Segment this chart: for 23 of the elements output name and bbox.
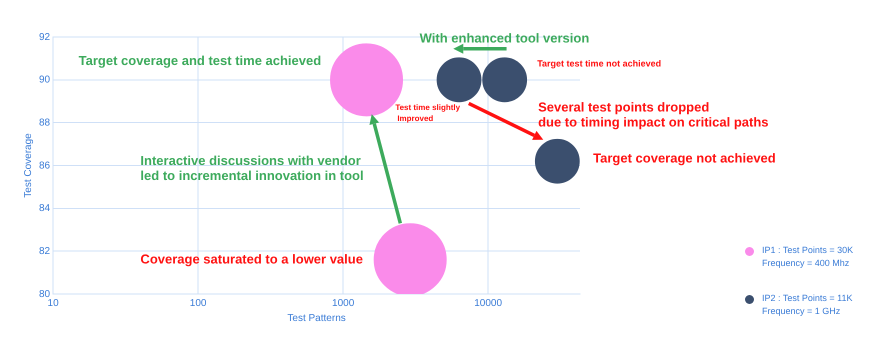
y-axis-title: Test Coverage [22,132,34,198]
annotation: Several test points dropped due to timing impact on critical paths [538,99,769,130]
text: Target coverage not achieved [593,150,776,166]
x-tick-label: 10 [48,298,60,309]
y-tick-label: 92 [39,32,51,43]
y-tick-label: 86 [39,160,51,172]
x-tick-label: 1000 [332,298,355,309]
x-tick-label: 10000 [474,298,502,309]
y-tick-label: 82 [39,246,51,257]
y-tick-label: 84 [39,203,51,214]
x-tick-label: 100 [190,298,207,309]
annotation: Interactive discussions with vendor led to incremental innovation in tool [140,152,364,183]
y-tick-label: 80 [39,288,51,300]
legend-label: IP1 : Test Points = 30K Frequency = 400 Mhz [762,244,854,270]
annotation: Coverage saturated to a lower value [140,251,363,266]
x-axis-title: Test Patterns [287,312,346,324]
annotation: With enhanced tool version [420,30,590,46]
y-tick-label: 88 [39,117,51,128]
legend-label: IP2 : Test Points = 11K Frequency = 1 GHz [762,292,852,318]
annotation: Target test time not achieved [537,58,662,68]
y-tick-label: 90 [39,74,51,86]
annotation: Test time slightly Improved [395,102,461,123]
annotation: Target coverage and test time achieved [78,53,322,68]
